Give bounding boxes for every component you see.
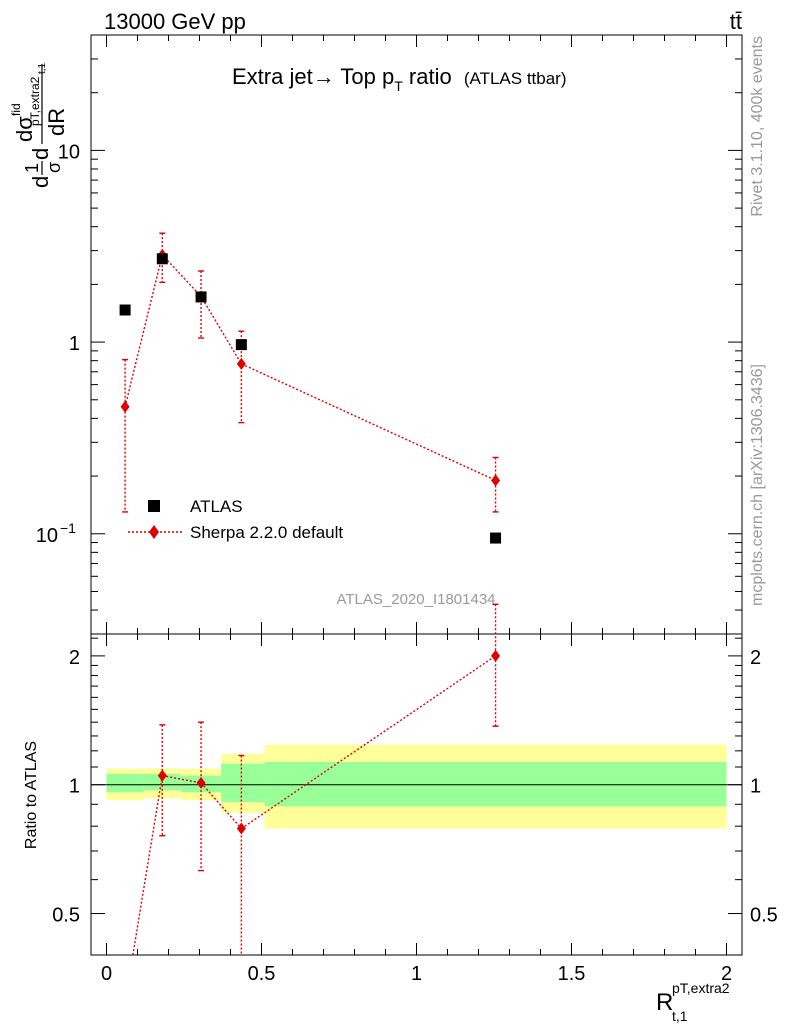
sherpa-main-series: [120, 232, 501, 513]
sherpa-point: [120, 400, 130, 413]
main-y-tick-label: 10: [36, 525, 58, 547]
x-tick-label: 1: [411, 963, 422, 985]
legend-marker-atlas: [148, 500, 160, 512]
atlas-point: [235, 339, 247, 351]
x-axis-label: R pT,extra2 t,1: [656, 980, 730, 1024]
analysis-id: ATLAS_2020_I1801434: [336, 591, 495, 608]
sherpa-point: [236, 357, 246, 370]
sherpa-ratio-point: [196, 776, 206, 789]
main-title: Extra jet→ Top pT ratio (ATLAS ttbar): [232, 64, 567, 94]
svg-text:dσ: dσ: [12, 116, 37, 142]
legend-label-sherpa: Sherpa 2.2.0 default: [190, 523, 343, 542]
process-label: tt̄: [730, 9, 742, 34]
svg-text:d: d: [28, 148, 53, 160]
svg-text:dR: dR: [44, 108, 69, 136]
ratio-y-tick-label: 1: [69, 776, 80, 798]
atlas-point: [490, 532, 502, 544]
svg-text:pT,extra2: pT,extra2: [672, 980, 730, 996]
atlas-point: [156, 253, 168, 265]
svg-text:pT,extra2: pT,extra2: [28, 76, 42, 126]
sherpa-line: [124, 253, 496, 481]
sherpa-ratio-point: [491, 649, 501, 662]
ratio-ylabel: Ratio to ATLAS: [23, 741, 40, 849]
source-label: mcplots.cern.ch [arXiv:1306.3436]: [749, 364, 766, 606]
sherpa-ratio-point: [236, 822, 246, 835]
x-tick-label: 0.5: [248, 963, 276, 985]
ratio-y-tick-label-right: 0.5: [750, 905, 778, 927]
svg-text:d: d: [28, 176, 53, 188]
main-y-tick-label: 1: [69, 333, 80, 355]
svg-text:1: 1: [22, 163, 42, 173]
x-tick-label: 2: [721, 963, 732, 985]
svg-text:t,1: t,1: [672, 1008, 688, 1024]
atlas-point: [195, 291, 207, 303]
energy-label: 13000 GeV pp: [104, 9, 246, 34]
ratio-y-tick-label-right: 2: [750, 647, 761, 669]
svg-text:R: R: [656, 989, 673, 1016]
ratio-band-inner: [264, 761, 727, 807]
legend-label-atlas: ATLAS: [190, 497, 243, 516]
svg-text:fid: fid: [9, 103, 23, 116]
svg-text:σ: σ: [44, 162, 64, 173]
ratio-band-inner: [106, 773, 144, 793]
sherpa-point: [491, 474, 501, 487]
legend-marker-sherpa: [149, 525, 159, 539]
atlas-main-series: [119, 253, 502, 544]
atlas-point: [119, 304, 131, 316]
main-y-tick-label: 10: [58, 141, 80, 163]
ratio-y-tick-label: 0.5: [52, 905, 80, 927]
main-y-tick-label-exp: −1: [60, 520, 76, 536]
legend: ATLAS Sherpa 2.2.0 default: [128, 497, 343, 542]
ratio-y-tick-label-right: 1: [750, 776, 761, 798]
x-tick-label: 0: [101, 963, 112, 985]
main-ylabel: d 1 σ d dσ fid pT,extra2 t,1 dR: [9, 62, 69, 188]
ratio-band-inner: [221, 763, 265, 803]
ratio-y-tick-label: 2: [69, 647, 80, 669]
main-frame: [90, 34, 743, 635]
rivet-label: Rivet 3.1.10, 400k events: [749, 36, 766, 217]
sherpa-ratio-point: [157, 769, 167, 782]
sherpa-ratio-series: [132, 603, 501, 956]
x-tick-label: 1.5: [558, 963, 586, 985]
